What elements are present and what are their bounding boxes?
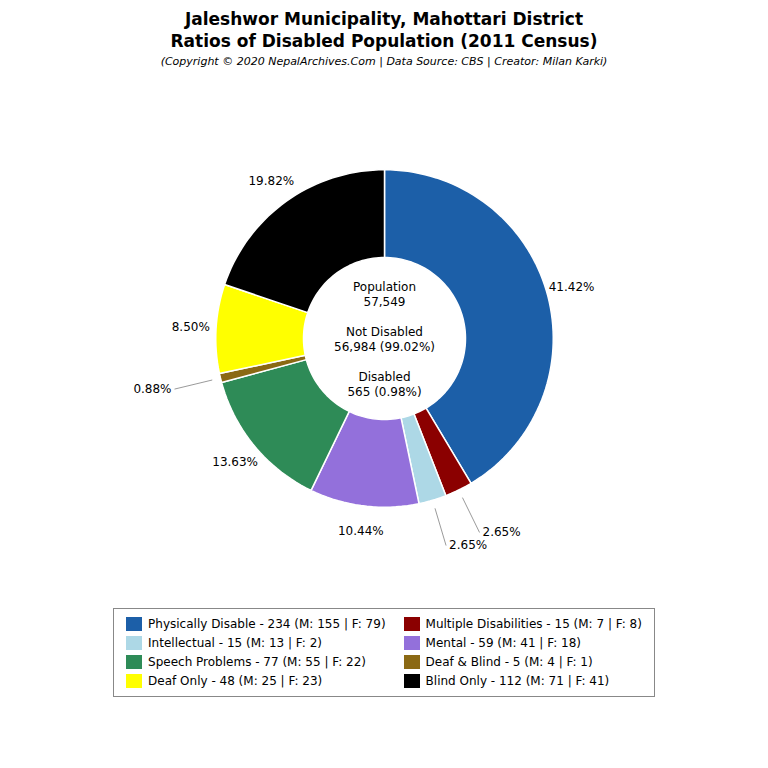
html-text:Physically Disable - 234 (M: 1: Physically Disable - 234 (M: 155 | F: 79… bbox=[148, 617, 386, 632]
html-text:Blind Only - 112 (M: 71 | F: 4: Blind Only - 112 (M: 71 | F: 41) bbox=[425, 674, 610, 689]
html-text:Deaf Only - 48 (M: 25 | F: 23): Deaf Only - 48 (M: 25 | F: 23) bbox=[148, 674, 323, 689]
svg-text:0.88%: 0.88% bbox=[133, 382, 171, 396]
svg-text:13.63%: 13.63% bbox=[212, 455, 258, 469]
html-text:Intellectual - 15 (M: 13 | F:: Intellectual - 15 (M: 13 | F: 2) bbox=[148, 636, 322, 651]
svg-text:2.65%: 2.65% bbox=[449, 539, 487, 553]
html-text:(Copyright © 2020 NepalArchive: (Copyright © 2020 NepalArchives.Com | Da… bbox=[160, 55, 608, 69]
svg-text:41.42%: 41.42% bbox=[549, 280, 595, 294]
html-text:Mental - 59 (M: 41 | F: 18): Mental - 59 (M: 41 | F: 18) bbox=[425, 636, 581, 651]
svg-text:19.82%: 19.82% bbox=[248, 174, 294, 188]
svg-text:8.50%: 8.50% bbox=[172, 320, 210, 334]
svg-text:2.65%: 2.65% bbox=[483, 525, 521, 539]
svg-text:10.44%: 10.44% bbox=[338, 524, 384, 538]
svg-text:Population57,549Not Disabled56: Population57,549Not Disabled56,984 (99.0… bbox=[334, 280, 435, 399]
html-text:Deaf & Blind - 5 (M: 4 | F: 1): Deaf & Blind - 5 (M: 4 | F: 1) bbox=[425, 655, 593, 670]
html-text:Speech Problems - 77 (M: 55 |: Speech Problems - 77 (M: 55 | F: 22) bbox=[148, 655, 367, 670]
html-text:Jaleshwor Municipality, Mahott: Jaleshwor Municipality, Mahottari Distri… bbox=[170, 9, 598, 52]
html-text:Multiple Disabilities - 15 (M:: Multiple Disabilities - 15 (M: 7 | F: 8) bbox=[425, 617, 642, 632]
